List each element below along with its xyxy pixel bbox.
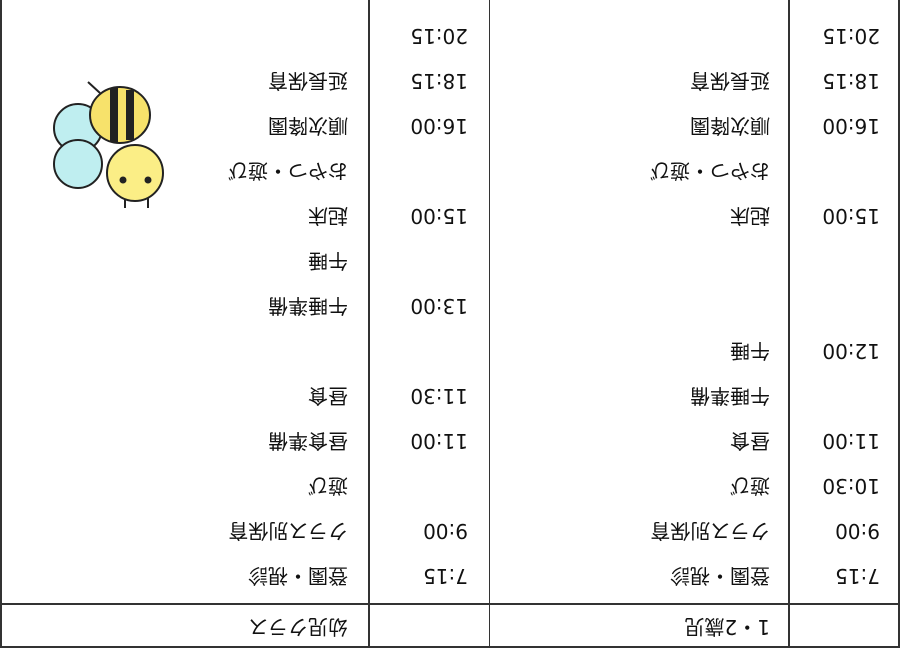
column-line — [368, 0, 370, 648]
activity-cell: おやつ・遊び — [228, 159, 348, 183]
activity-cell: 順次降園 — [690, 114, 770, 138]
time-cell: 11:00 — [410, 429, 468, 453]
column-line — [489, 0, 490, 648]
activity-cell: クラス別保育 — [228, 519, 348, 543]
time-cell: 16:00 — [822, 114, 880, 138]
time-cell: 11:30 — [410, 384, 468, 408]
time-cell: 11:00 — [822, 429, 880, 453]
time-cell: 7:15 — [423, 564, 468, 588]
activity-cell: 延長保育 — [690, 69, 770, 93]
activity-cell: 起床 — [308, 204, 348, 228]
activity-cell: 順次降園 — [268, 114, 348, 138]
time-cell: 10:30 — [822, 474, 880, 498]
time-cell: 20:15 — [822, 24, 880, 48]
time-cell: 12:00 — [822, 339, 880, 363]
activity-cell: 午睡準備 — [268, 294, 348, 318]
activity-cell: 午睡準備 — [690, 384, 770, 408]
time-cell: 7:15 — [835, 564, 880, 588]
activity-cell: おやつ・遊び — [650, 159, 770, 183]
header-cell: 1・2歳児 — [684, 615, 770, 639]
activity-cell: 遊び — [308, 474, 348, 498]
time-cell: 15:00 — [822, 204, 880, 228]
time-cell: 16:00 — [410, 114, 468, 138]
activity-cell: 昼食 — [308, 384, 348, 408]
activity-cell: 延長保育 — [268, 69, 348, 93]
activity-cell: 遊び — [730, 474, 770, 498]
activity-cell: 昼食準備 — [268, 429, 348, 453]
activity-cell: 登園・視診 — [248, 564, 348, 588]
time-cell: 18:15 — [410, 69, 468, 93]
activity-cell: 昼食 — [730, 429, 770, 453]
activity-cell: クラス別保育 — [650, 519, 770, 543]
column-line — [0, 0, 2, 648]
column-line — [788, 0, 790, 648]
activity-cell: 午睡 — [308, 249, 348, 273]
header-cell: 幼児クラス — [248, 615, 348, 639]
activity-cell: 午睡 — [730, 339, 770, 363]
time-cell: 20:15 — [410, 24, 468, 48]
time-cell: 15:00 — [410, 204, 468, 228]
activity-cell: 起床 — [730, 204, 770, 228]
time-cell: 13:00 — [410, 294, 468, 318]
time-cell: 9:00 — [423, 519, 468, 543]
time-cell: 18:15 — [822, 69, 880, 93]
time-cell: 9:00 — [835, 519, 880, 543]
activity-cell: 登園・視診 — [670, 564, 770, 588]
